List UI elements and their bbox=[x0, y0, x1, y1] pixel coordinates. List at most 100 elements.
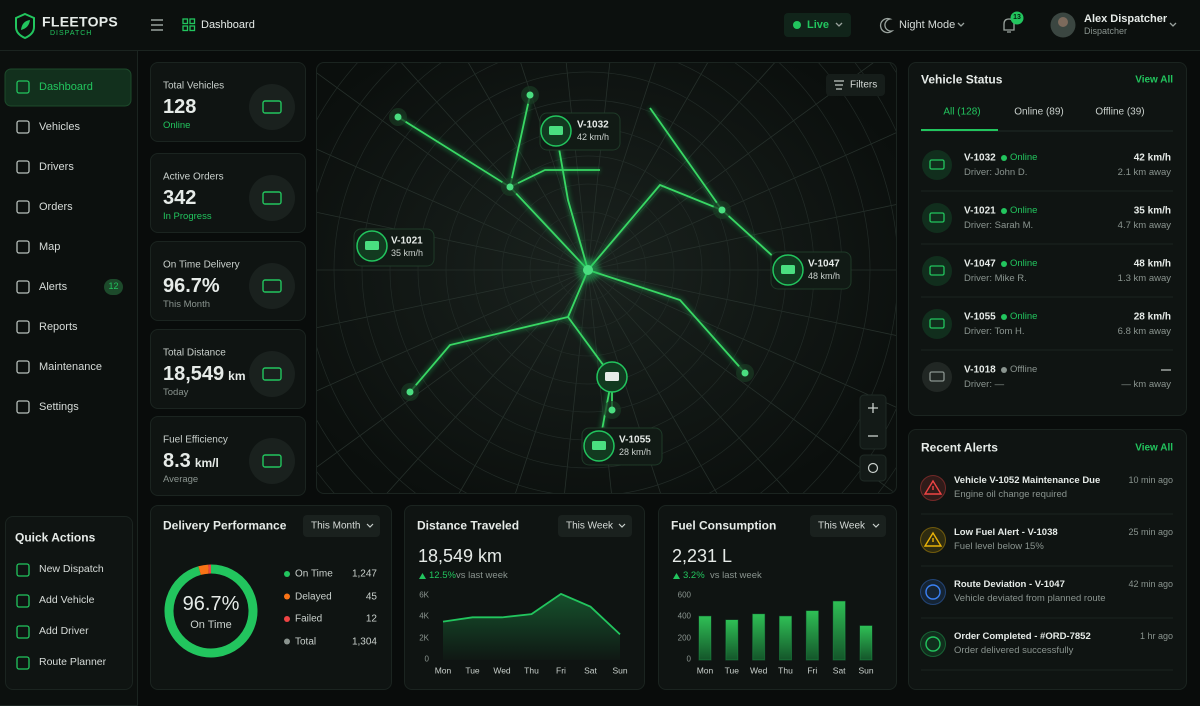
vehicle-id[interactable]: V-1032 bbox=[964, 153, 996, 164]
vehicle-tag-id[interactable]: V-1032 bbox=[577, 120, 609, 131]
kpi-icon-bg bbox=[249, 351, 295, 397]
kpi-icon-bg bbox=[249, 84, 295, 130]
nav-icon bbox=[17, 281, 29, 293]
locate-button[interactable] bbox=[860, 455, 886, 481]
alert-desc: Vehicle deviated from planned route bbox=[954, 594, 1106, 604]
vehicle-tag-id[interactable]: V-1021 bbox=[391, 236, 423, 247]
vehicle-id[interactable]: V-1047 bbox=[964, 259, 996, 270]
quick-action[interactable]: Route Planner bbox=[39, 657, 106, 669]
quick-action-icon bbox=[17, 626, 29, 638]
alert-title[interactable]: Route Deviation - V-1047 bbox=[954, 580, 1065, 590]
driver: Driver: Sarah M. bbox=[964, 221, 1033, 231]
kpi-sub: Today bbox=[163, 388, 188, 398]
truck-icon bbox=[605, 372, 619, 381]
status-tab[interactable]: Offline (39) bbox=[1095, 107, 1144, 118]
bar bbox=[753, 614, 765, 660]
quick-action[interactable]: New Dispatch bbox=[39, 564, 104, 576]
x-tick-label: Wed bbox=[493, 666, 510, 675]
y-tick-label: 200 bbox=[678, 634, 691, 643]
status-dot bbox=[1001, 208, 1007, 214]
period[interactable]: This Week bbox=[566, 521, 613, 532]
view-all[interactable]: View All bbox=[1135, 75, 1173, 86]
y-tick-label: 400 bbox=[678, 613, 691, 622]
kpi-value: 8.3 km/l bbox=[163, 450, 219, 472]
y-tick-label: 6K bbox=[419, 592, 429, 601]
nav-item[interactable]: Drivers bbox=[39, 161, 74, 173]
live-dot bbox=[793, 21, 801, 29]
kpi-label: Total Vehicles bbox=[163, 81, 224, 92]
quick-action-icon bbox=[17, 564, 29, 576]
bar bbox=[860, 626, 872, 660]
night-mode[interactable]: Night Mode bbox=[899, 19, 955, 31]
bar bbox=[833, 601, 845, 660]
alert-time: 42 min ago bbox=[1128, 580, 1173, 590]
legend-dot bbox=[284, 571, 290, 577]
menu-icon[interactable] bbox=[151, 20, 163, 30]
speed: 42 km/h bbox=[1134, 153, 1171, 164]
vehicle-tag-id[interactable]: V-1047 bbox=[808, 259, 840, 270]
alert-title[interactable]: Low Fuel Alert - V-1038 bbox=[954, 528, 1058, 538]
x-tick-label: Sat bbox=[833, 666, 846, 675]
filters[interactable]: Filters bbox=[850, 80, 877, 91]
x-tick-label: Sun bbox=[612, 666, 627, 675]
kpi-number: 8.3 bbox=[163, 450, 191, 472]
live-status[interactable]: Live bbox=[807, 19, 829, 31]
avatar-head bbox=[1058, 17, 1068, 27]
x-tick-label: Tue bbox=[465, 666, 479, 675]
moon-icon[interactable] bbox=[881, 19, 892, 33]
vehicle-tag-id[interactable]: V-1055 bbox=[619, 435, 651, 446]
kpi-value: 96.7% bbox=[163, 275, 220, 297]
vehicle-id[interactable]: V-1018 bbox=[964, 365, 996, 376]
nav-item[interactable]: Map bbox=[39, 241, 60, 253]
alert-desc: Order delivered successfully bbox=[954, 646, 1073, 656]
vehicle-tag-speed: 42 km/h bbox=[577, 133, 609, 143]
nav-item[interactable]: Settings bbox=[39, 401, 79, 413]
nav-item[interactable]: Alerts bbox=[39, 281, 67, 293]
x-tick-label: Mon bbox=[435, 666, 452, 675]
kpi-number: 128 bbox=[163, 96, 196, 118]
alert-title[interactable]: Vehicle V-1052 Maintenance Due bbox=[954, 476, 1100, 486]
distance: 2.1 km away bbox=[1118, 168, 1171, 178]
nav-icon bbox=[17, 161, 29, 173]
alert-title[interactable]: Order Completed - #ORD-7852 bbox=[954, 632, 1091, 642]
period[interactable]: This Week bbox=[818, 521, 865, 532]
vehicle-icon-bg bbox=[922, 309, 952, 339]
kpi-unit: km/l bbox=[195, 456, 219, 470]
nav-item[interactable]: Reports bbox=[39, 321, 78, 333]
status-dot bbox=[1001, 261, 1007, 267]
nav-item[interactable]: Maintenance bbox=[39, 361, 102, 373]
quick-action[interactable]: Add Driver bbox=[39, 626, 89, 638]
y-tick-label: 4K bbox=[419, 613, 429, 622]
status-tab[interactable]: Online (89) bbox=[1014, 107, 1063, 118]
truck-icon bbox=[365, 241, 379, 250]
route-node bbox=[609, 407, 616, 414]
donut-center-label: On Time bbox=[190, 619, 232, 631]
nav-icon bbox=[17, 241, 29, 253]
alert-time: 10 min ago bbox=[1128, 476, 1173, 486]
route-node bbox=[507, 184, 514, 191]
kpi-sub: Online bbox=[163, 121, 190, 131]
y-tick-label: 0 bbox=[687, 656, 691, 665]
nav-item[interactable]: Dashboard bbox=[39, 81, 93, 93]
nav-item[interactable]: Vehicles bbox=[39, 121, 80, 133]
status-tab[interactable]: All (128) bbox=[943, 107, 980, 118]
vehicle-state: Online bbox=[1010, 206, 1037, 216]
view-all[interactable]: View All bbox=[1135, 443, 1173, 454]
kpi-icon-bg bbox=[249, 175, 295, 221]
nav-item[interactable]: Orders bbox=[39, 201, 73, 213]
vehicle-id[interactable]: V-1055 bbox=[964, 312, 996, 323]
kpi-number: 18,549 bbox=[163, 363, 224, 385]
period[interactable]: This Month bbox=[311, 521, 360, 532]
user-name: Alex Dispatcher bbox=[1084, 13, 1167, 25]
legend-value: 12 bbox=[366, 614, 377, 625]
quick-action[interactable]: Add Vehicle bbox=[39, 595, 94, 607]
driver: Driver: Tom H. bbox=[964, 327, 1025, 337]
vehicle-id[interactable]: V-1021 bbox=[964, 206, 996, 217]
nav-icon bbox=[17, 321, 29, 333]
driver: Driver: John D. bbox=[964, 168, 1027, 178]
kpi-value: 342 bbox=[163, 187, 196, 209]
status-dot bbox=[1001, 314, 1007, 320]
chevron bbox=[958, 23, 964, 26]
